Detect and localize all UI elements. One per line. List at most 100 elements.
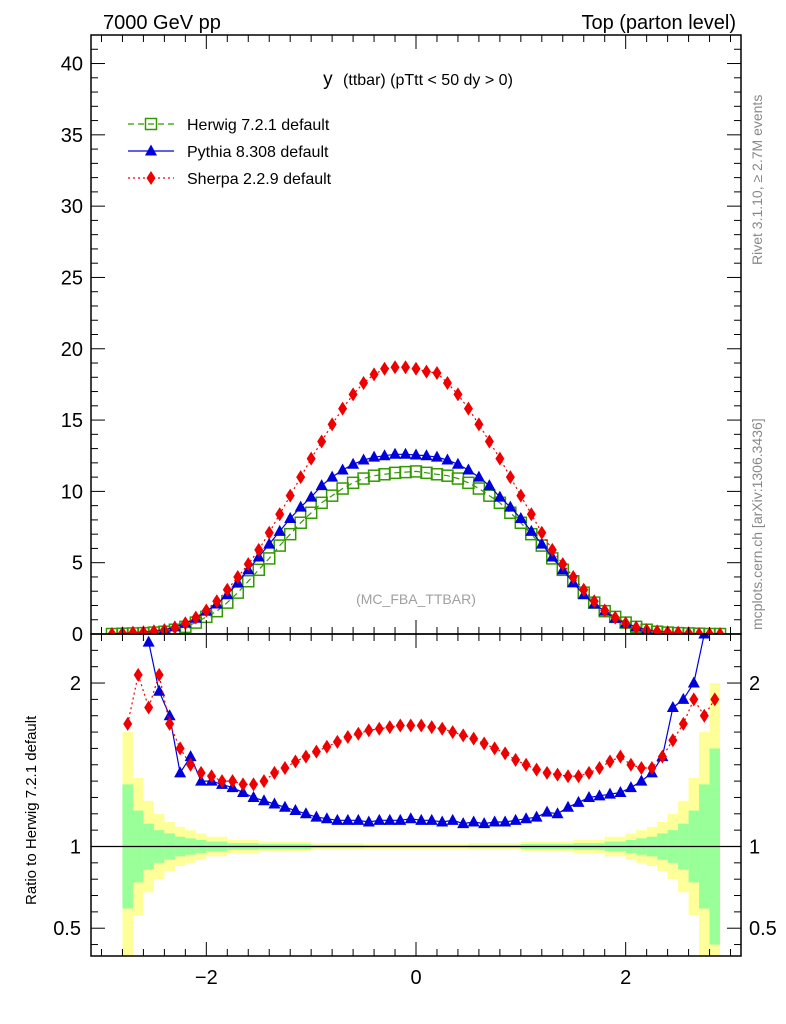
plot-title-sub: (ttbar) (pTtt < 50 dy > 0) — [343, 72, 513, 89]
ratio-point — [594, 761, 604, 776]
ratio-point — [364, 723, 374, 738]
data-point — [399, 447, 412, 459]
data-point — [170, 620, 180, 634]
ratio-point — [228, 774, 238, 789]
data-point — [432, 366, 442, 381]
ratio-point — [532, 762, 542, 777]
data-point — [262, 552, 276, 565]
data-point — [652, 624, 662, 634]
ratio-point — [175, 741, 185, 756]
data-point — [579, 582, 589, 597]
ratio-point — [689, 692, 699, 707]
ratio-point — [520, 812, 533, 824]
data-point — [336, 463, 349, 475]
data-point — [359, 375, 369, 390]
ratio-point — [572, 795, 585, 807]
data-point — [201, 603, 211, 618]
data-point — [284, 511, 297, 523]
ratio-point — [668, 733, 678, 748]
data-point — [547, 542, 557, 557]
data-point — [514, 511, 527, 523]
ratio-point — [174, 766, 187, 778]
ratio-point — [499, 815, 512, 827]
data-point — [495, 451, 505, 466]
ratio-point — [677, 692, 690, 704]
ratio-point — [511, 752, 521, 767]
legend-label: Sherpa 2.2.9 default — [187, 171, 332, 188]
axes: 0 5 10 15 20 25 30 35 40 0.5 0.5 1 1 2 2 −2 0 2 — [53, 34, 777, 989]
mcplots-label: mcplots.cern.ch [arXiv:1306.3436] — [749, 418, 765, 630]
data-point — [430, 450, 443, 462]
ratio-point — [237, 786, 250, 798]
ratio-point — [142, 635, 155, 647]
data-point — [610, 610, 620, 625]
ratio-point — [521, 757, 531, 772]
data-point — [346, 476, 360, 490]
ratio-point — [343, 729, 353, 744]
ratio-point — [269, 765, 279, 780]
ratio-point — [332, 734, 342, 749]
data-point — [694, 627, 704, 634]
ratio-point — [436, 815, 449, 827]
ratio-point — [320, 812, 333, 824]
data-point — [294, 500, 307, 512]
data-point — [317, 434, 327, 449]
ratio-point — [562, 800, 575, 812]
ratio-y-tick-label-right: 1 — [749, 836, 760, 858]
ratio-point — [584, 765, 594, 780]
ratio-point — [467, 815, 480, 827]
y-tick-label: 15 — [61, 410, 83, 432]
data-point — [212, 594, 222, 609]
legend-marker — [145, 144, 157, 156]
legend: Herwig 7.2.1 default Pythia 8.308 default… — [128, 117, 332, 188]
ratio-point — [509, 813, 522, 825]
ratio-point — [488, 815, 501, 827]
data-point — [273, 539, 286, 552]
ratio-point — [165, 716, 175, 731]
data-point — [357, 453, 370, 465]
data-point — [715, 627, 725, 634]
data-point — [296, 470, 306, 485]
ratio-point — [217, 774, 227, 789]
ratio-point — [301, 749, 311, 764]
ratio-point — [605, 754, 615, 769]
data-point — [411, 361, 421, 376]
ratio-point — [551, 807, 564, 819]
ratio-point — [666, 701, 679, 713]
ratio-point — [153, 684, 166, 696]
ratio-point — [394, 813, 407, 825]
ratio-point — [310, 810, 323, 822]
data-point — [442, 375, 452, 390]
ratio-point — [553, 767, 563, 782]
data-point — [254, 542, 264, 557]
ratio-point — [353, 726, 363, 741]
ratio-point — [458, 728, 468, 743]
ratio-point — [247, 790, 260, 802]
data-point — [631, 620, 641, 634]
ratio-point — [603, 787, 616, 799]
data-point — [504, 500, 517, 512]
ratio-point — [195, 774, 208, 786]
data-point — [149, 624, 159, 634]
data-point — [326, 470, 339, 482]
legend-marker — [146, 171, 156, 185]
data-point — [325, 489, 339, 502]
ratio-point — [500, 746, 510, 761]
ratio-point — [582, 790, 595, 802]
data-point — [535, 537, 548, 549]
data-point — [525, 524, 538, 536]
data-point — [537, 525, 547, 540]
ratio-point — [322, 739, 332, 754]
ratio-point — [490, 741, 500, 756]
y-tick-label: 5 — [72, 553, 83, 575]
ratio-point — [574, 769, 583, 784]
ratio-point — [635, 774, 648, 786]
legend-label: Pythia 8.308 default — [187, 144, 329, 161]
data-point — [673, 625, 683, 634]
ratio-point — [478, 817, 491, 829]
data-point — [483, 479, 496, 491]
ratio-point — [278, 800, 291, 812]
y-tick-label: 10 — [61, 481, 83, 503]
ratio-y-tick-label: 0.5 — [53, 918, 81, 940]
data-point — [348, 387, 358, 402]
